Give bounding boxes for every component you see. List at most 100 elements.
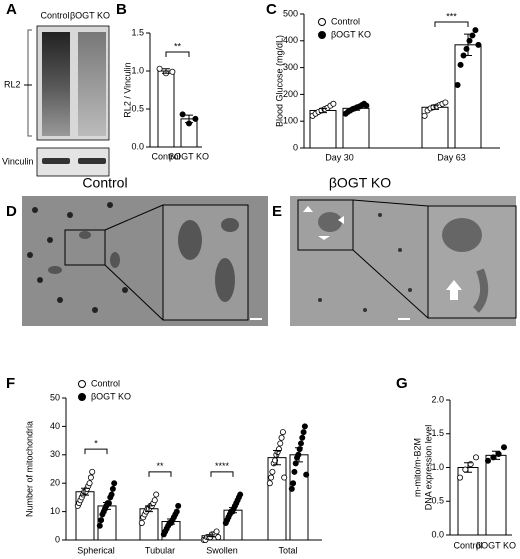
data-point bbox=[281, 474, 288, 481]
data-point bbox=[462, 466, 469, 473]
y-tick-label: 0.0 bbox=[431, 529, 444, 539]
data-point bbox=[500, 444, 507, 451]
error-bar bbox=[145, 505, 153, 513]
data-point bbox=[192, 115, 199, 122]
data-point bbox=[173, 508, 180, 515]
panel-letter: D bbox=[6, 203, 17, 220]
data-point bbox=[330, 100, 337, 107]
data-point bbox=[288, 485, 295, 492]
y-axis-label: RL2 / Vinculin bbox=[122, 62, 132, 117]
significance-bracket bbox=[434, 21, 469, 28]
legend-label: Control bbox=[331, 16, 360, 26]
error-bar bbox=[185, 114, 193, 124]
data-point bbox=[472, 454, 479, 461]
x-tick-label: βOGT KO bbox=[169, 151, 209, 161]
data-point bbox=[291, 468, 298, 475]
y-axis-label: m-mito/m-B2M bbox=[412, 438, 422, 497]
data-point bbox=[268, 474, 275, 481]
x-tick-label: βOGT KO bbox=[476, 540, 516, 550]
significance-label: * bbox=[94, 438, 98, 448]
data-point bbox=[484, 457, 491, 464]
x-tick-label: Tubular bbox=[145, 545, 175, 555]
data-point bbox=[299, 434, 306, 441]
data-point bbox=[475, 41, 482, 48]
legend-marker bbox=[318, 18, 326, 26]
bar bbox=[289, 454, 309, 541]
error-bar bbox=[492, 450, 500, 460]
x-tick-label: Swollen bbox=[206, 545, 238, 555]
y-tick-label: 400 bbox=[283, 35, 298, 45]
data-point bbox=[169, 68, 176, 75]
em-image: βOGT KO bbox=[290, 175, 517, 326]
data-point bbox=[153, 491, 160, 498]
em-image: Control bbox=[22, 175, 268, 326]
band-label: RL2 bbox=[4, 79, 21, 89]
y-axis-label: Number of mitochondria bbox=[24, 421, 34, 517]
legend-label: βOGT KO bbox=[91, 391, 131, 401]
data-point bbox=[215, 534, 222, 541]
band-label: Vinculin bbox=[2, 156, 33, 166]
data-point bbox=[442, 99, 449, 106]
data-point bbox=[111, 480, 118, 487]
legend-marker bbox=[78, 393, 86, 401]
y-tick-label: 200 bbox=[283, 89, 298, 99]
data-point bbox=[277, 440, 284, 447]
y-axis-label: Blood Glucose (mg/dL) bbox=[274, 35, 284, 127]
bar bbox=[157, 70, 175, 148]
data-point bbox=[454, 82, 461, 89]
y-tick-label: 50 bbox=[50, 392, 60, 402]
significance-label: *** bbox=[446, 11, 457, 21]
data-point bbox=[86, 480, 93, 487]
panel-letter: B bbox=[116, 1, 127, 18]
data-point bbox=[237, 491, 244, 498]
panel-letter: F bbox=[6, 375, 15, 392]
data-point bbox=[303, 471, 310, 478]
data-point bbox=[278, 434, 285, 441]
data-point bbox=[151, 497, 158, 504]
y-tick-label: 40 bbox=[50, 421, 60, 431]
y-tick-label: 1.5 bbox=[131, 27, 144, 37]
significance-bracket bbox=[210, 471, 234, 477]
panel-letter: C bbox=[266, 1, 277, 18]
data-point bbox=[89, 468, 96, 475]
legend-label: βOGT KO bbox=[331, 29, 371, 39]
data-point bbox=[109, 485, 116, 492]
error-bar bbox=[103, 502, 111, 510]
data-point bbox=[98, 517, 105, 524]
x-tick-label: Total bbox=[278, 545, 297, 555]
data-point bbox=[96, 522, 103, 529]
y-tick-label: 1.0 bbox=[431, 462, 444, 472]
x-tick-label: Day 30 bbox=[325, 152, 354, 162]
x-tick-label: Day 63 bbox=[437, 152, 466, 162]
y-tick-label: 30 bbox=[50, 449, 60, 459]
data-point bbox=[363, 102, 370, 109]
y-axis-label: DNA expression level bbox=[423, 425, 433, 511]
data-point bbox=[421, 112, 428, 119]
error-bar bbox=[273, 450, 281, 466]
x-tick-label: Spherical bbox=[77, 545, 115, 555]
data-point bbox=[472, 27, 479, 34]
image-title: βOGT KO bbox=[329, 175, 391, 191]
error-bar bbox=[464, 462, 472, 473]
bar bbox=[485, 454, 507, 536]
error-bar bbox=[295, 447, 303, 463]
y-tick-label: 2.0 bbox=[431, 394, 444, 404]
error-bar bbox=[464, 33, 472, 57]
y-tick-label: 10 bbox=[50, 506, 60, 516]
y-tick-label: 100 bbox=[283, 116, 298, 126]
y-tick-label: 500 bbox=[283, 8, 298, 18]
data-point bbox=[272, 457, 279, 464]
error-bar bbox=[229, 507, 237, 514]
data-point bbox=[105, 500, 112, 507]
y-tick-label: 20 bbox=[50, 478, 60, 488]
lane-label: Control bbox=[40, 10, 69, 20]
image-title: Control bbox=[82, 175, 127, 191]
western-blot: Control βOGT KO RL2 Vinculin bbox=[2, 10, 110, 177]
error-bar bbox=[319, 107, 327, 114]
lane-label: βOGT KO bbox=[70, 10, 110, 20]
legend-marker bbox=[78, 380, 86, 388]
x-tick-label: Control bbox=[151, 151, 180, 161]
significance-bracket bbox=[165, 51, 190, 57]
error-bar bbox=[162, 68, 170, 74]
data-point bbox=[301, 423, 308, 430]
